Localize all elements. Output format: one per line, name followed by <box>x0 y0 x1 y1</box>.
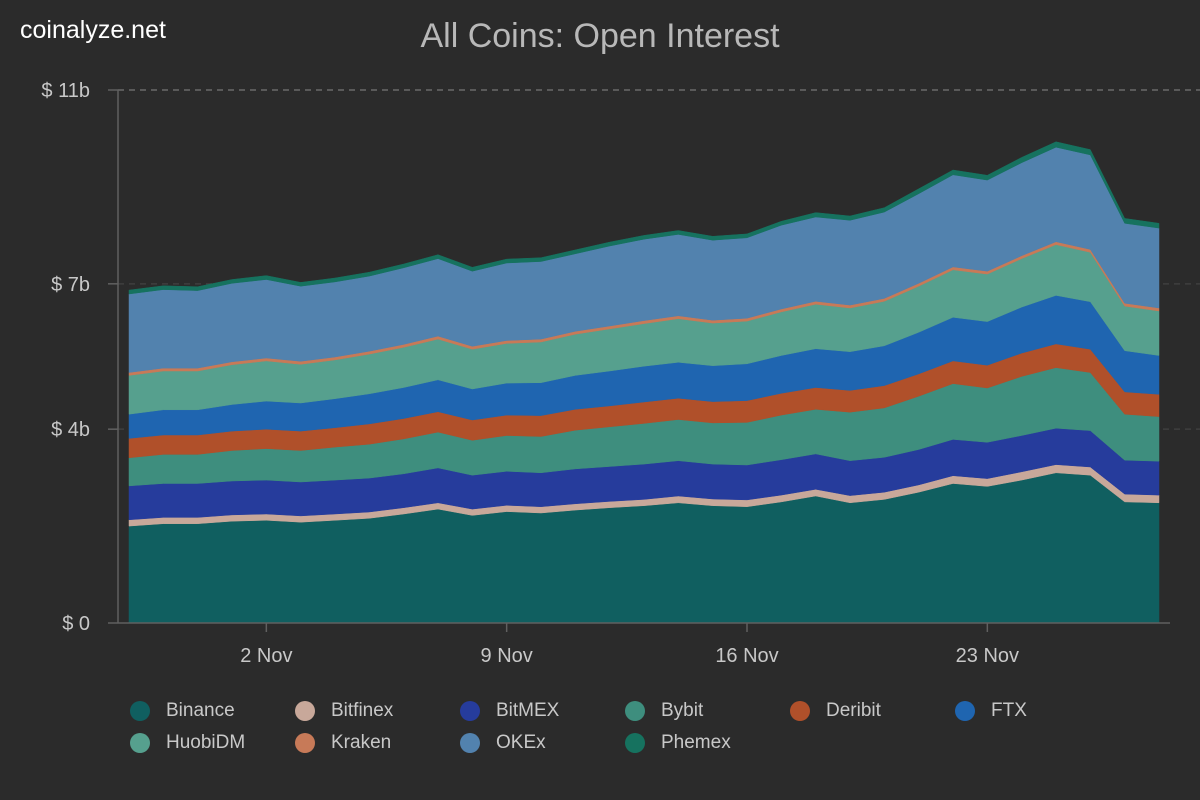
legend-item-bybit[interactable]: Bybit <box>615 700 780 722</box>
site-brand[interactable]: coinalyze.net <box>20 16 166 44</box>
y-tick-label: $ 0 <box>62 613 90 635</box>
y-tick-label: $ 11b <box>41 80 90 102</box>
legend-marker <box>625 733 645 753</box>
legend-marker <box>460 701 480 721</box>
legend-marker <box>460 733 480 753</box>
series-area-phemex[interactable] <box>128 141 1160 295</box>
legend-marker <box>130 733 150 753</box>
x-tick-label: 23 Nov <box>956 645 1019 667</box>
legend-item-phemex[interactable]: Phemex <box>615 732 780 754</box>
x-tick-label: 2 Nov <box>240 645 292 667</box>
legend-item-bitmex[interactable]: BitMEX <box>450 700 615 722</box>
legend-label: Bitfinex <box>331 700 394 721</box>
legend-item-ftx[interactable]: FTX <box>945 700 1110 722</box>
legend-item-bitfinex[interactable]: Bitfinex <box>285 700 450 722</box>
legend-label: Binance <box>166 700 235 721</box>
legend-item-kraken[interactable]: Kraken <box>285 732 450 754</box>
legend-label: FTX <box>991 700 1027 721</box>
legend-marker <box>130 701 150 721</box>
legend-marker <box>955 701 975 721</box>
legend-item-okex[interactable]: OKEx <box>450 732 615 754</box>
legend-item-huobidm[interactable]: HuobiDM <box>120 732 285 754</box>
axis-layer: $ 0 $ 4b $ 7b $ 11b 2 Nov 9 Nov 16 Nov 23 Nov <box>41 80 1170 667</box>
legend-label: BitMEX <box>496 700 560 721</box>
legend-label: HuobiDM <box>166 732 246 753</box>
y-tick-label: $ 7b <box>51 274 90 296</box>
chart-title: All Coins: Open Interest <box>420 17 780 55</box>
area-layer <box>128 141 1160 624</box>
x-tick-label: 9 Nov <box>481 645 533 667</box>
legend-item-deribit[interactable]: Deribit <box>780 700 945 722</box>
legend-marker <box>295 733 315 753</box>
legend-label: Bybit <box>661 700 704 721</box>
legend-item-binance[interactable]: Binance <box>120 700 285 722</box>
legend-label: Kraken <box>331 732 392 753</box>
legend-marker <box>625 701 645 721</box>
chart-legend: Binance Bitfinex BitMEX Bybit Deribit FTX Huob… <box>120 700 1120 754</box>
legend-label: Phemex <box>661 732 731 753</box>
legend-label: OKEx <box>496 732 546 753</box>
y-tick-label: $ 4b <box>51 419 90 441</box>
legend-marker <box>790 701 810 721</box>
legend-marker <box>295 701 315 721</box>
x-tick-label: 16 Nov <box>715 645 778 667</box>
legend-label: Deribit <box>826 700 881 721</box>
